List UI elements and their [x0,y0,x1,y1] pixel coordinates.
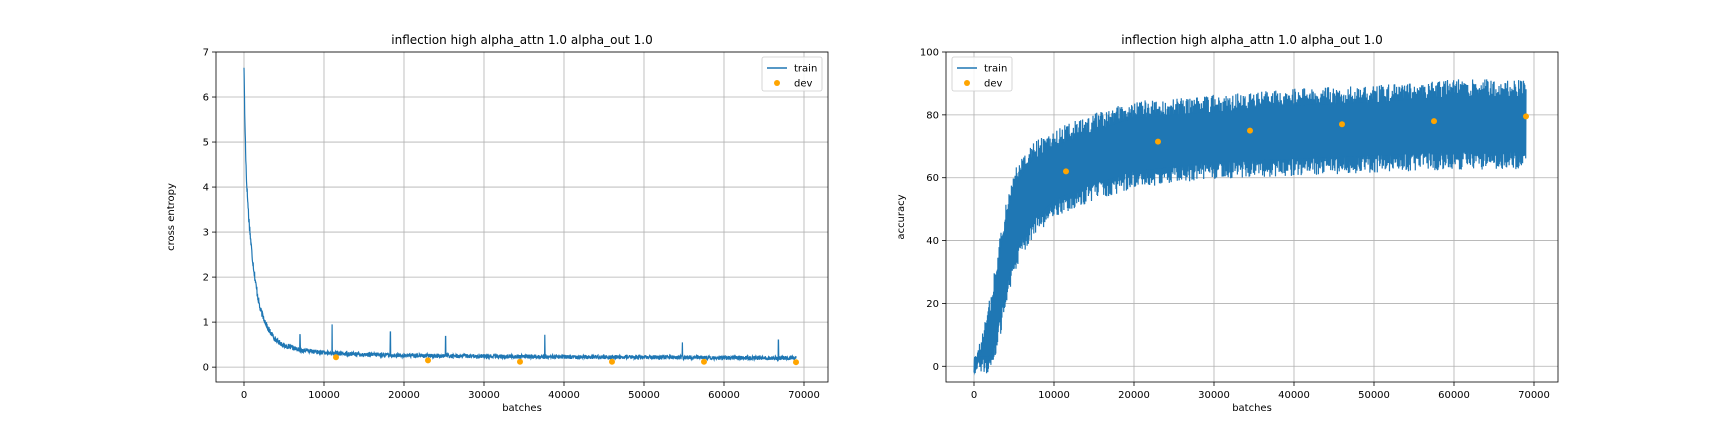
legend: train dev [951,56,1013,92]
y-tick-label: 20 [926,299,939,310]
dev-point [1063,168,1069,175]
chart-accuracy: 0 10000 20000 30000 40000 50000 60000 70000 0 20 4… [896,33,1559,414]
x-tick-label: 0 [241,390,247,401]
train-band [974,96,1526,376]
dev-point [1339,121,1345,128]
dev-point [1155,138,1161,145]
x-tick-label: 20000 [388,390,420,401]
x-tick-label: 30000 [1198,390,1230,401]
axes-frame [215,51,829,383]
dev-point [1431,118,1437,125]
y-tick-label: 7 [203,48,209,59]
y-tick-label: 4 [203,183,209,194]
dev-point [1247,127,1253,134]
dev-point [1523,113,1529,120]
plot-area [973,79,1529,376]
x-tick-label: 40000 [1278,390,1310,401]
x-tick-label: 10000 [1038,390,1070,401]
y-tick-label: 80 [926,110,939,121]
chart-title: inflection high alpha_attn 1.0 alpha_out… [1121,33,1382,47]
x-tick-label: 60000 [1438,390,1470,401]
y-tick-label: 100 [920,48,939,59]
plot-area [243,67,799,366]
x-axis-label: batches [502,403,542,414]
x-tick-label: 70000 [788,390,820,401]
dev-point [793,359,799,366]
y-tick-label: 5 [203,138,209,149]
dev-point [425,357,431,364]
x-tick-label: 30000 [468,390,500,401]
x-tick-label: 50000 [628,390,660,401]
y-tick-label: 2 [203,273,209,284]
y-tick-label: 0 [933,362,939,373]
legend-label-dev: dev [794,79,813,90]
y-tick-label: 1 [203,318,209,329]
dev-point [517,358,523,365]
dev-point [701,358,707,365]
chart-title: inflection high alpha_attn 1.0 alpha_out… [391,33,652,47]
y-tick-label: 40 [926,236,939,247]
legend-label-dev: dev [984,79,1003,90]
x-axis-label: batches [1232,403,1272,414]
y-tick-label: 0 [203,363,209,374]
x-tick-label: 0 [971,390,977,401]
y-axis-label: accuracy [896,194,907,239]
legend-label-train: train [984,64,1007,75]
legend-dev-marker [964,80,970,86]
x-tick-label: 50000 [1358,390,1390,401]
x-tick-label: 20000 [1118,390,1150,401]
y-tick-label: 60 [926,173,939,184]
y-axis-label: cross entropy [166,183,177,251]
y-tick-label: 3 [203,228,209,239]
dev-point [609,358,615,365]
train-line [243,67,797,363]
chart-cross-entropy: 0 10000 20000 30000 40000 50000 60000 70000 0 1 2 3… [166,33,829,414]
x-tick-label: 40000 [548,390,580,401]
x-tick-label: 60000 [708,390,740,401]
dev-point [333,354,339,361]
axes-frame [945,51,1559,383]
x-tick-label: 10000 [308,390,340,401]
legend-dev-marker [774,80,780,86]
legend-label-train: train [794,64,817,75]
gridlines [216,51,828,382]
x-tick-label: 70000 [1518,390,1550,401]
legend: train dev [761,56,823,92]
y-tick-label: 6 [203,93,209,104]
